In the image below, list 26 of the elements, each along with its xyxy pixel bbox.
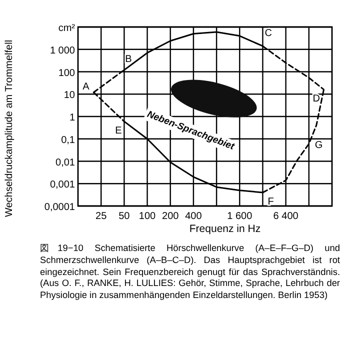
x-tick-label: 6 400 (273, 211, 299, 222)
y-tick-label: 0,1 (61, 134, 76, 146)
annotation: E (115, 125, 122, 136)
y-tick-label: 1 (69, 112, 76, 124)
y-tick-label: 100 (58, 68, 76, 79)
y-tick-label: 1 000 (50, 45, 76, 56)
annotation: B (125, 54, 132, 65)
caption: 図19−10 Schematisierte Hörschwellenkurve (A–E–F–G–D) und Schmerzschwellenkurve (A–B–C–D). Das Hauptsprachgebiet ist rot eingezeichnet. Sein Frequenzbereich genugt für das Sprachverständnis. (Aus O. F., RANKE, H. LULLIES: Gehör, Stimme, Sprache, Lehrbuch der Physiologie in zusammenhängenden Einzeldarstellungen. Berlin 1953) (40, 243, 340, 302)
y-tick-label: 0,0001 (44, 202, 76, 213)
annotation: C (264, 28, 272, 40)
x-tick-label: 50 (118, 211, 130, 222)
annotation: A (82, 81, 90, 92)
annotation: F (268, 196, 274, 208)
y-tick-label: 10 (64, 90, 76, 102)
x-tick-label: 400 (185, 211, 202, 222)
y-tick-label: 0,001 (50, 180, 76, 191)
x-axis-title: Frequenz in Hz (189, 223, 261, 235)
y-tick-label: cm² (58, 23, 76, 34)
x-tick-label: 100 (138, 211, 156, 222)
y-axis-title: Wechseldruckamplitude am Trommelfell (4, 40, 15, 218)
y-tick-label: 0,01 (56, 157, 76, 168)
annotation: G (314, 140, 323, 151)
x-tick-label: 200 (162, 211, 180, 222)
x-tick-label: 1 600 (227, 211, 253, 222)
x-tick-label: 25 (96, 211, 108, 222)
annotation: D (312, 94, 320, 105)
